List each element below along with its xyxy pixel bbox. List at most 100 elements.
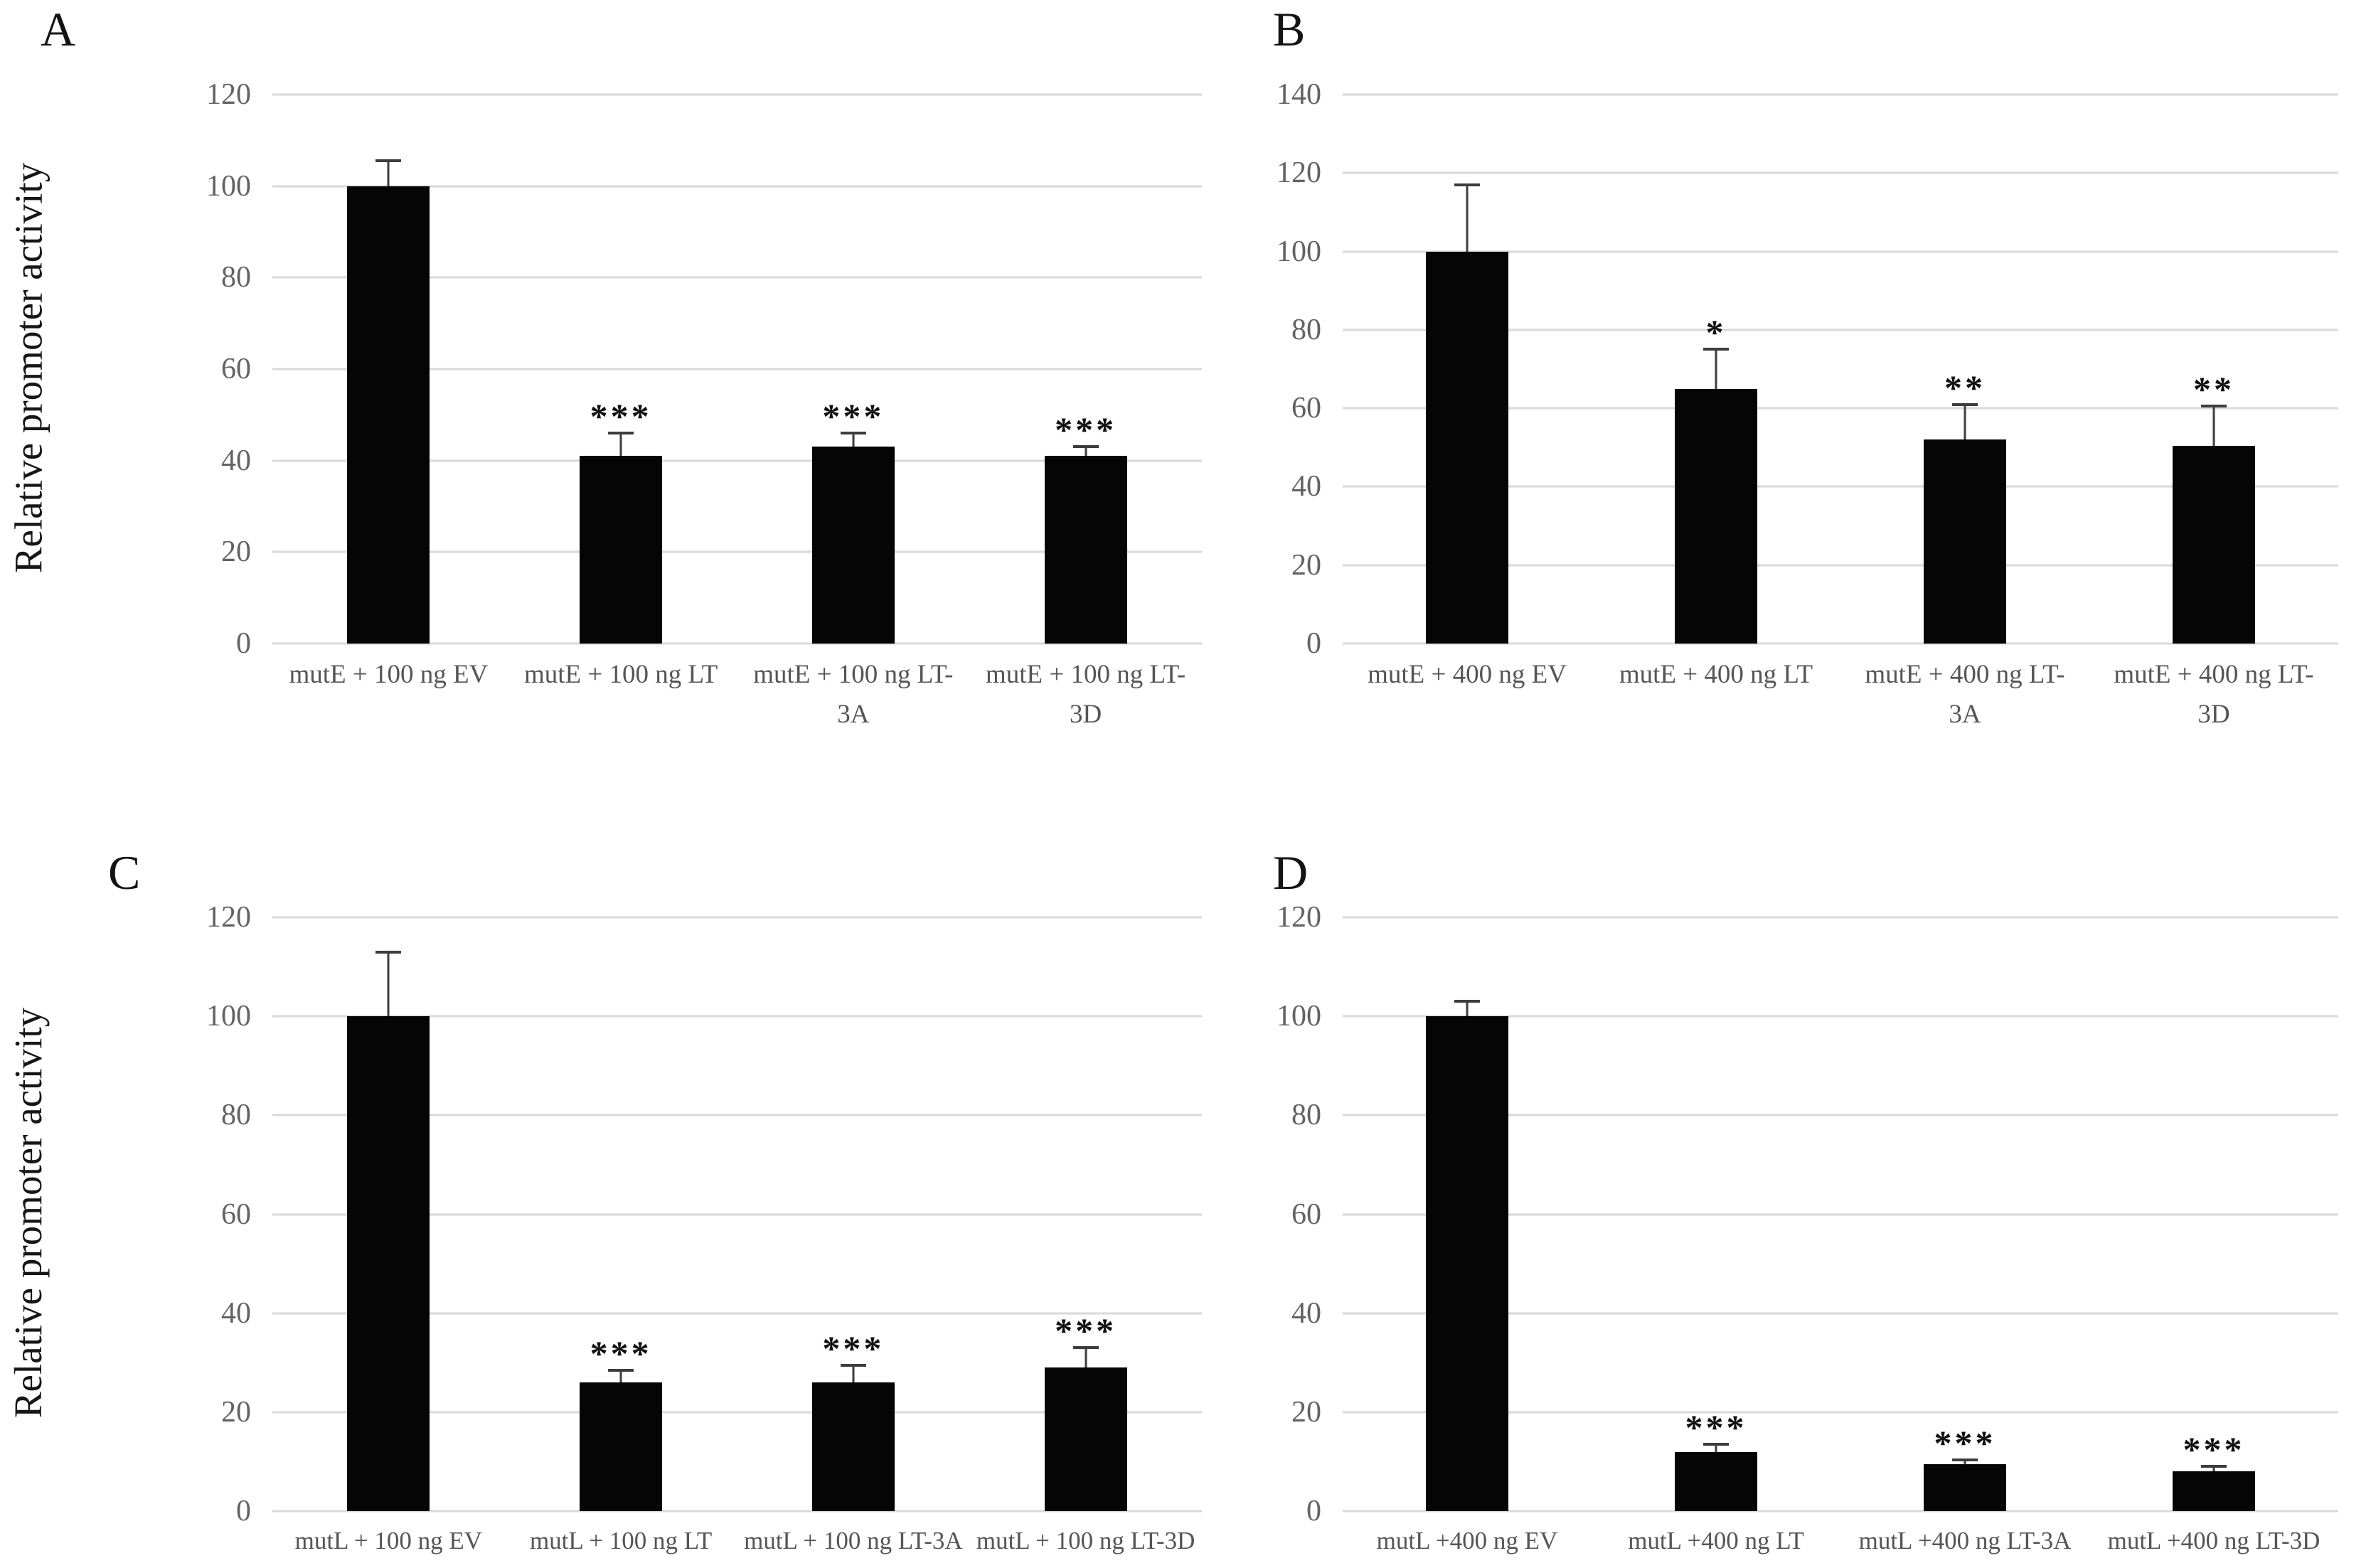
error-bar-cap (1952, 402, 1978, 406)
significance-marker: *** (2183, 1429, 2245, 1470)
gridline (272, 1015, 1202, 1018)
error-bar (1715, 1444, 1717, 1452)
bar (1675, 1451, 1757, 1511)
error-bar (619, 1370, 622, 1383)
error-bar (387, 161, 390, 186)
plot-area: 0 20 40 60 80 100 120 mutL +400 ng EV *** mutL +4… (1277, 901, 2338, 1554)
significance-marker: *** (590, 396, 652, 437)
significance-marker: ** (1944, 367, 1986, 407)
significance-marker: *** (822, 1328, 885, 1368)
panel-letter-c: C (108, 846, 142, 900)
gridline (272, 185, 1202, 188)
error-bar-cap (840, 432, 866, 435)
x-axis-category-label: mutE + 400 ng LT- 3A (1865, 655, 2064, 734)
y-axis-tick-label: 40 (221, 1296, 251, 1330)
x-axis-category-label: mutE + 400 ng EV (1368, 655, 1567, 695)
y-axis-tick-label: 80 (1291, 1099, 1321, 1132)
bar (1044, 456, 1127, 644)
error-bar-cap (1703, 348, 1729, 351)
x-axis-label-line: mutL + 100 ng EV (294, 1527, 483, 1554)
significance-marker: ** (2193, 369, 2234, 410)
error-bar-cap (1952, 1458, 1978, 1462)
y-axis-title: Relative promoter activity (6, 1007, 50, 1419)
y-axis-tick-label: 100 (1277, 1000, 1321, 1033)
x-axis-label-line: mutL +400 ng LT-3D (2107, 1527, 2321, 1554)
x-axis-label-line: 3A (1949, 699, 1981, 729)
x-axis-category-label: mutE + 400 ng LT- 3D (2114, 655, 2313, 734)
gridline (1343, 485, 2338, 488)
y-axis-tick-label: 0 (1306, 1495, 1321, 1527)
y-axis-tick-label: 120 (1277, 156, 1321, 190)
x-axis-label-line: 3A (837, 699, 870, 729)
x-axis-category-label: mutE + 100 ng LT (524, 655, 718, 695)
gridline (1343, 1312, 2338, 1315)
error-bar (1085, 447, 1087, 457)
error-bar (1466, 184, 1469, 252)
x-axis-label-line: mutL +400 ng EV (1376, 1527, 1558, 1554)
x-axis-category-label: mutL +400 ng LT (1628, 1522, 1804, 1560)
bar (811, 1382, 895, 1511)
gridline (1343, 1015, 2338, 1018)
y-axis-tick-label: 80 (221, 261, 251, 294)
gridline (272, 276, 1202, 279)
y-axis-tick-label: 60 (1291, 1198, 1321, 1231)
y-axis-tick-label: 0 (236, 627, 251, 660)
gridline (272, 93, 1202, 96)
bar (2173, 445, 2255, 644)
error-bar (1964, 404, 1966, 440)
bar (2173, 1471, 2255, 1511)
error-bar-cap (2201, 1465, 2227, 1468)
y-axis-tick-label: 120 (206, 78, 251, 111)
y-axis-tick-label: 20 (1291, 548, 1321, 582)
x-axis-category-label: mutL +400 ng EV (1377, 1522, 1558, 1560)
error-bar-cap (608, 432, 634, 435)
y-axis-tick-label: 140 (1277, 78, 1321, 111)
x-axis-label-line: mutL + 100 ng LT-3D (976, 1527, 1195, 1554)
x-axis-category-label: mutL + 100 ng LT-3D (976, 1522, 1195, 1560)
error-bar (852, 1365, 855, 1383)
gridline (1343, 407, 2338, 410)
x-axis-label-line: mutL + 100 ng LT-3A (744, 1527, 963, 1554)
panel-letter-d: D (1273, 846, 1309, 900)
x-axis-category-label: mutE + 100 ng LT- 3D (986, 655, 1186, 734)
gridline (1343, 1213, 2338, 1215)
y-axis-tick-label: 100 (206, 1000, 251, 1033)
y-axis-tick-label: 100 (1277, 235, 1321, 268)
error-bar (1085, 1348, 1087, 1368)
gridline (272, 1114, 1202, 1116)
gridline (1343, 1411, 2338, 1414)
x-axis-label-line: mutE + 400 ng LT- (2114, 660, 2314, 689)
gridline (1343, 642, 2338, 645)
error-bar (2212, 1466, 2215, 1472)
y-axis-title: Relative promoter activity (6, 162, 50, 574)
gridline (1343, 1510, 2338, 1513)
significance-marker: *** (1055, 1311, 1117, 1351)
error-bar (852, 433, 855, 447)
error-bar (1466, 1001, 1469, 1017)
y-axis-tick-label: 60 (1291, 392, 1321, 425)
panel-d: D 0 20 40 60 80 100 120 mutL +400 ng EV *** mutL … (1230, 795, 2371, 1568)
error-bar-cap (608, 1368, 634, 1372)
y-axis-tick-label: 120 (206, 901, 251, 934)
error-bar-cap (1072, 1346, 1099, 1350)
panel-letter-b: B (1273, 2, 1306, 56)
x-axis-label-line: mutE + 400 ng LT- (1865, 660, 2065, 689)
gridline (1343, 1114, 2338, 1116)
significance-marker: *** (1934, 1423, 1996, 1463)
error-bar (387, 951, 390, 1017)
gridline (272, 1411, 1202, 1414)
significance-marker: * (1705, 312, 1727, 353)
gridline (1343, 93, 2338, 96)
plot-area: 0 20 40 60 80 100 120 mutL + 100 ng EV *** mutL +… (206, 901, 1202, 1554)
bar (1675, 388, 1757, 644)
gridline (272, 1213, 1202, 1215)
error-bar-cap (1454, 1000, 1480, 1003)
x-axis-category-label: mutE + 400 ng LT (1619, 655, 1813, 695)
x-axis-label-line: mutE + 400 ng LT (1619, 660, 1813, 689)
bar (1924, 439, 2006, 644)
gridline (1343, 250, 2338, 253)
x-axis-category-label: mutL + 100 ng LT (530, 1522, 712, 1560)
significance-marker: *** (1055, 410, 1117, 450)
gridline (1343, 329, 2338, 331)
